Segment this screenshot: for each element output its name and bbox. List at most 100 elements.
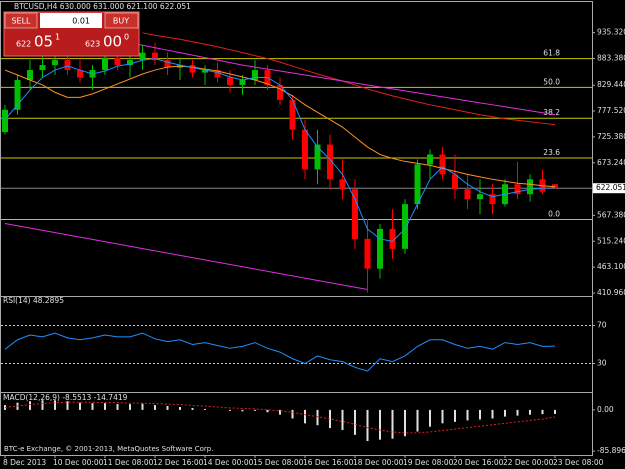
candle-body <box>152 52 158 61</box>
macd-frame <box>0 392 593 456</box>
macd-bar <box>254 409 256 411</box>
candle-body <box>239 79 246 85</box>
y-tick-label: 725.380 <box>597 132 625 141</box>
candle-body <box>227 77 233 85</box>
candle-body <box>64 60 71 71</box>
candle-body <box>489 194 496 205</box>
fib-label: 23.6 <box>543 148 560 157</box>
y-tick-label: 935.320 <box>597 28 625 37</box>
buy-button[interactable] <box>104 12 139 29</box>
candle-body <box>77 70 83 78</box>
y-tick-label: 30 <box>597 359 607 368</box>
macd-bar <box>491 409 494 419</box>
candle-body <box>339 179 346 190</box>
macd-bar <box>441 409 444 424</box>
ask-mid[interactable]: 00 <box>103 33 122 51</box>
macd-bar <box>41 400 44 410</box>
macd-bar <box>279 409 281 415</box>
fib-label: 61.8 <box>543 49 560 58</box>
candle-body <box>127 60 133 66</box>
macd-bar <box>466 409 469 421</box>
y-tick-label: 673.240 <box>597 158 625 167</box>
y-tick-label: 829.440 <box>597 80 625 89</box>
lot-input[interactable] <box>40 13 102 28</box>
candle-body <box>389 228 396 249</box>
frames <box>0 1 593 456</box>
macd-bar <box>316 409 319 426</box>
macd-bar <box>141 403 144 410</box>
sell-label[interactable]: SELL <box>11 17 31 26</box>
x-tick-label: 14 Dec 00:00 <box>203 458 254 467</box>
macd-bar <box>229 409 231 411</box>
macd-bar <box>204 408 206 410</box>
candle-body <box>377 228 383 269</box>
macd-bar <box>516 409 519 416</box>
candle-body <box>514 184 521 195</box>
candle-body <box>202 70 208 73</box>
last-price-label: 622.051 <box>596 183 625 192</box>
copyright: BTC-e Exchange, © 2001-2013, MetaQuotes … <box>4 445 213 453</box>
bid-big[interactable]: 622 <box>16 40 31 49</box>
fib-label: 50.0 <box>543 77 560 86</box>
sell-button[interactable] <box>4 12 38 29</box>
macd-bar <box>29 401 31 410</box>
candle-body <box>302 129 308 170</box>
macd-bar <box>379 409 381 440</box>
candle-body <box>464 189 471 200</box>
macd-bar <box>241 409 244 412</box>
candle-body <box>527 179 533 195</box>
macd-bar <box>129 404 131 410</box>
candle-body <box>352 189 358 239</box>
macd-bar <box>191 407 194 410</box>
macd-bar <box>504 409 506 417</box>
candle-body <box>277 84 283 100</box>
y-tick-label: -85.8961 <box>597 446 625 455</box>
macd-bar <box>154 405 156 410</box>
plot-area: 61.8 50.0 38.2 23.6 0.0 935.320 883.380 829.440… <box>1 28 625 467</box>
candle-body <box>114 57 121 66</box>
macd-bar <box>479 409 481 420</box>
candle-body <box>439 154 446 175</box>
signal-line <box>4 401 556 434</box>
y-tick-label: 70 <box>597 321 607 330</box>
ask-small[interactable]: 0 <box>124 33 129 42</box>
bid-mid[interactable]: 05 <box>34 33 53 51</box>
macd-bar <box>66 401 69 410</box>
fib-label: 38.2 <box>543 108 560 117</box>
candle-body <box>452 174 458 190</box>
candle-body <box>364 238 371 269</box>
macd-bar <box>79 402 81 410</box>
macd-bar <box>104 403 106 410</box>
y-tick-label: 0.00 <box>597 405 614 414</box>
macd-bar <box>341 409 344 431</box>
macd-bar <box>416 409 419 432</box>
y-tick-label: 463.100 <box>597 262 625 271</box>
macd-bar <box>291 409 294 419</box>
moving-average <box>4 58 556 242</box>
candle-body <box>27 70 33 80</box>
trendline <box>4 223 368 291</box>
candle-body <box>289 99 296 130</box>
ask-big[interactable]: 623 <box>85 40 100 49</box>
x-tick-label: 23 Dec 08:00 <box>553 458 604 467</box>
lot-value[interactable]: 0.01 <box>72 17 90 26</box>
candle-body <box>214 70 221 78</box>
candle-body <box>2 109 8 133</box>
candle-body <box>52 60 58 66</box>
candle-body <box>327 144 333 180</box>
x-tick-label: 12 Dec 16:00 <box>153 458 204 467</box>
x-tick-label: 8 Dec 2013 <box>3 458 46 467</box>
y-tick-label: 777.520 <box>597 106 625 115</box>
macd-bar <box>304 409 306 424</box>
candle-body <box>189 65 196 73</box>
buy-label[interactable]: BUY <box>113 17 129 26</box>
fib-label: 0.0 <box>548 210 560 219</box>
y-tick-label: 410.960 <box>597 288 625 297</box>
macd-bar <box>454 409 456 422</box>
macd-bar <box>554 409 556 414</box>
moving-average <box>104 37 556 116</box>
macd-bar <box>329 409 331 429</box>
bid-small[interactable]: 1 <box>55 33 60 42</box>
